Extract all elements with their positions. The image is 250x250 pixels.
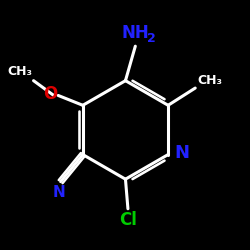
Text: O: O <box>43 85 57 103</box>
Text: 2: 2 <box>147 32 156 45</box>
Text: N: N <box>53 185 66 200</box>
Text: NH: NH <box>122 24 149 42</box>
Text: N: N <box>174 144 189 162</box>
Text: CH₃: CH₃ <box>7 65 32 78</box>
Text: Cl: Cl <box>119 211 137 229</box>
Text: CH₃: CH₃ <box>198 74 223 87</box>
